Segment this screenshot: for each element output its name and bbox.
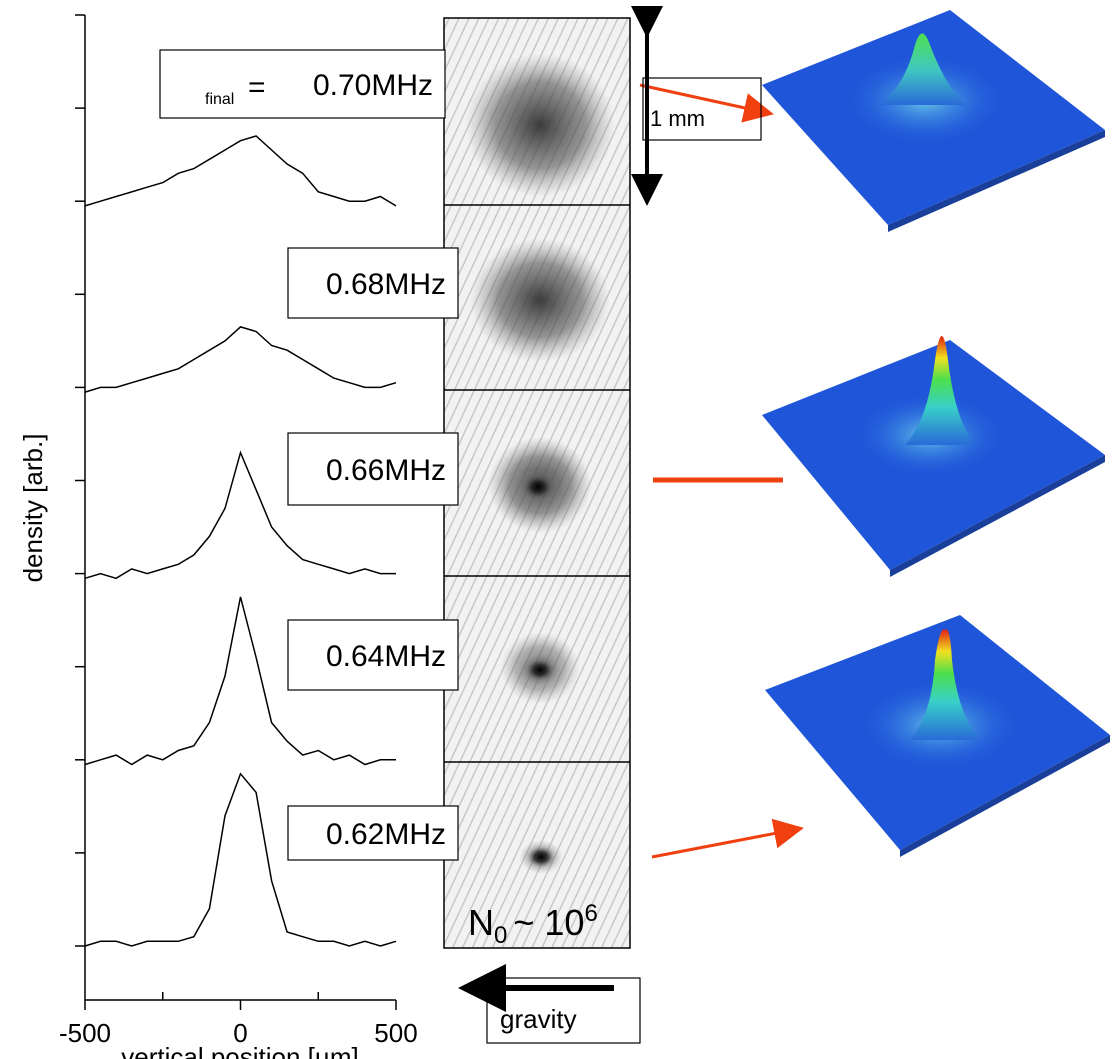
y-axis-label: density [arb.] [18,434,48,583]
atom-number: N0 ~ 106 [468,900,598,949]
n-main: N [468,902,494,943]
density-trace [84,596,396,766]
frequency-box [287,805,459,861]
image-strip [443,17,631,949]
frequency-label: 0.64MHz [326,640,446,673]
frequency-box [287,619,459,691]
x-tick-label: -500 [59,1018,111,1048]
x-tick-label: 0 [233,1018,247,1048]
surface-plot [765,615,1110,857]
final-equals: = [248,71,266,104]
n-sup: 6 [584,900,597,927]
plot-area: -500 0 500 0.70MHz 0.68MHz 0.66MHz 0.64MHz 0.62… [59,14,459,1048]
final-subscript: final [205,91,234,108]
frequency-box [287,432,459,506]
frequency-label: 0.70MHz [313,69,433,102]
n-sub: 0 [494,922,507,949]
x-axis-label: vertical position [µm] [121,1042,359,1059]
scale-box [642,77,762,141]
frequency-label: 0.66MHz [326,454,446,487]
n-mid: ~ 10 [513,902,584,943]
frequency-label: 0.62MHz [326,818,446,851]
density-trace [84,450,396,580]
scale-label: 1 mm [650,106,705,131]
x-tick-label: 500 [374,1018,417,1048]
frequency-box [287,247,459,319]
density-trace [84,135,397,207]
surface-plot [762,336,1105,577]
surface-plot [762,10,1105,232]
density-trace [84,326,397,393]
density-trace [84,772,397,947]
frequency-label: 0.68MHz [326,268,446,301]
gravity-label: gravity [500,1004,577,1034]
frequency-box [159,49,446,119]
connector-arrow [651,818,804,859]
